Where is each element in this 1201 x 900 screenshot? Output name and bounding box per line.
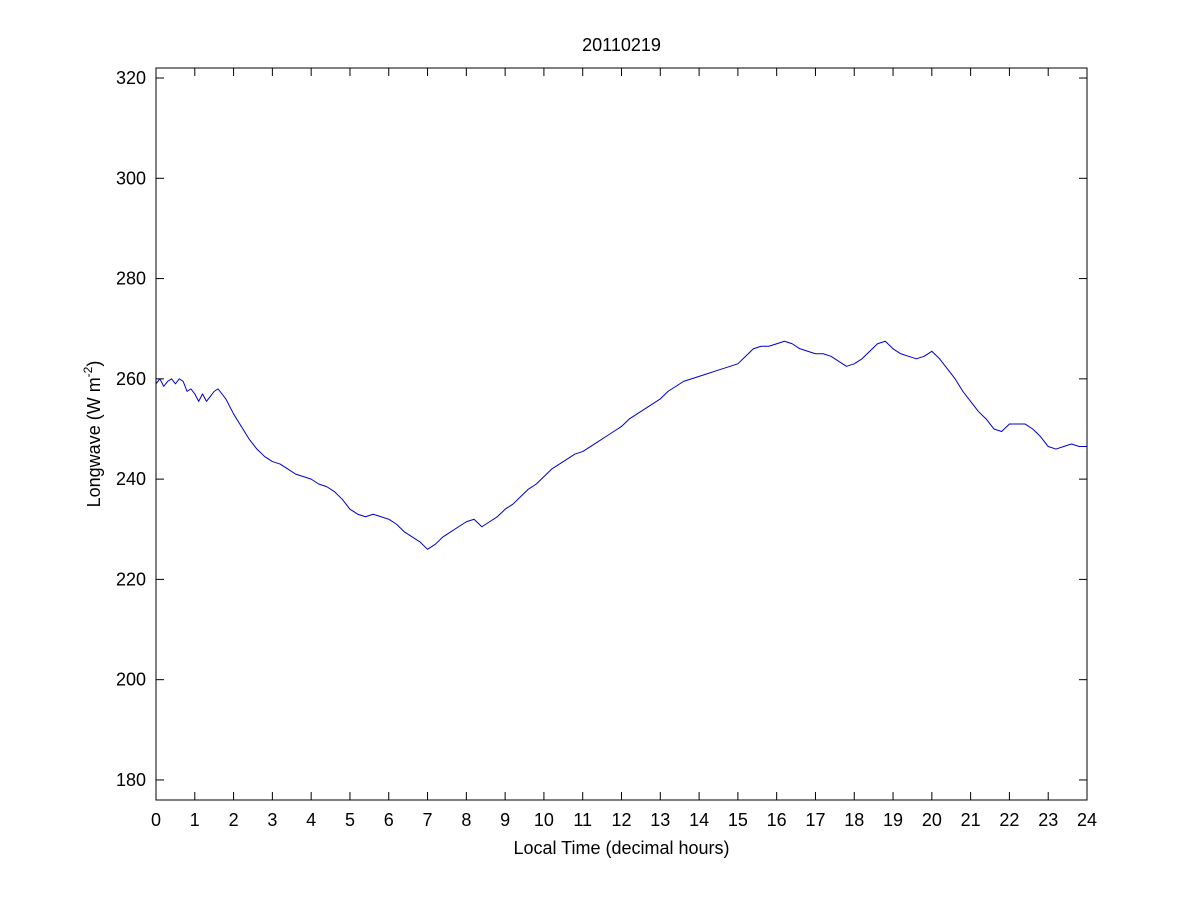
axes-frame: [155, 67, 1088, 801]
x-tick-label: 24: [1077, 810, 1097, 830]
x-tick-label: 22: [999, 810, 1019, 830]
plot-area: [156, 68, 1087, 800]
y-axis-label-main: Longwave (W m: [84, 377, 104, 507]
y-tick-label: 240: [116, 469, 146, 489]
x-tick-label: 3: [267, 810, 277, 830]
x-tick-label: 1: [190, 810, 200, 830]
x-tick-label: 0: [151, 810, 161, 830]
y-tick-label: 260: [116, 369, 146, 389]
x-tick-label: 2: [229, 810, 239, 830]
x-tick-label: 4: [306, 810, 316, 830]
y-tick-label: 300: [116, 168, 146, 188]
x-tick-label: 18: [844, 810, 864, 830]
x-tick-label: 11: [573, 810, 592, 830]
x-tick-label: 20: [922, 810, 942, 830]
y-axis-label-close: ): [84, 361, 104, 367]
x-tick-label: 16: [767, 810, 787, 830]
series-line-0: [155, 340, 1087, 550]
x-tick-label: 12: [611, 810, 631, 830]
y-axis-label-superscript: -2: [81, 366, 95, 377]
x-tick-label: 13: [650, 810, 670, 830]
x-tick-label: 14: [689, 810, 709, 830]
x-tick-label: 21: [961, 810, 981, 830]
y-tick-label: 320: [116, 68, 146, 88]
x-tick-label: 8: [461, 810, 471, 830]
y-axis-label: Longwave (W m-2): [81, 361, 104, 508]
y-tick-label: 180: [116, 770, 146, 790]
y-tick-label: 200: [116, 670, 146, 690]
x-tick-label: 7: [423, 810, 433, 830]
x-tick-label: 10: [534, 810, 554, 830]
x-axis-label: Local Time (decimal hours): [513, 838, 729, 858]
x-tick-label: 5: [345, 810, 355, 830]
ticks-layer: 0 1 2 3 4 5 6 7 8 9 10 11 12 13 14 15 16 17 18 19 20 21 22 23 24…: [116, 68, 1097, 830]
series-layer: [155, 340, 1087, 550]
x-tick-label: 6: [384, 810, 394, 830]
x-tick-label: 23: [1038, 810, 1058, 830]
chart-title: 20110219: [582, 35, 661, 55]
x-tick-label: 15: [728, 810, 748, 830]
x-tick-label: 17: [805, 810, 825, 830]
x-tick-label: 19: [883, 810, 903, 830]
y-tick-label: 220: [116, 569, 146, 589]
x-tick-label: 9: [500, 810, 510, 830]
y-tick-label: 280: [116, 269, 146, 289]
